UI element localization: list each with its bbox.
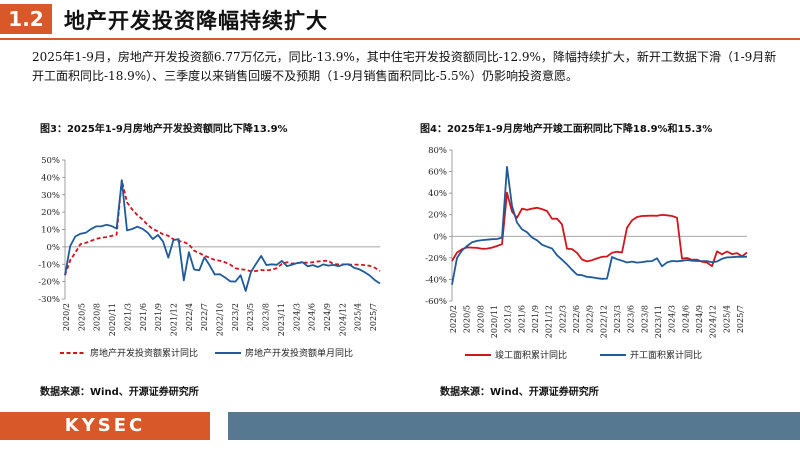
y-tick-label: -30% [38, 295, 60, 305]
x-tick-label: 2025/4 [722, 305, 731, 333]
y-tick-label: 20% [428, 211, 447, 221]
x-tick-label: 2023/8 [640, 305, 649, 333]
y-tick-label: 0% [434, 232, 448, 242]
y-tick-label: 80% [428, 146, 447, 156]
x-tick-label: 2023/3 [613, 305, 622, 333]
x-tick-label: 2023/11 [277, 303, 286, 336]
x-tick-label: 2024/3 [668, 305, 677, 333]
y-tick-label: 40% [41, 173, 60, 183]
y-tick-label: -40% [425, 275, 447, 285]
x-tick-label: 2021/9 [531, 305, 540, 333]
x-tick-label: 2025/7 [736, 305, 745, 333]
x-tick-label: 2022/4 [185, 303, 194, 331]
x-tick-label: 2024/9 [695, 305, 704, 333]
footer-blue-bar [228, 412, 800, 440]
chart-1-investment: 50% 40% 30% 20% 10% 0% -10% -20% -30%2020/2 2020/… [38, 156, 381, 359]
x-tick-label: 2024/12 [709, 305, 718, 338]
footer-brand-bar [0, 412, 210, 440]
y-tick-label: -60% [425, 297, 447, 307]
x-tick-label: 2020/5 [77, 303, 86, 331]
chart-1-title: 图3：2025年1-9月房地产开发投资额同比下降13.9% [40, 124, 288, 135]
x-tick-label: 2023/5 [246, 303, 255, 331]
section-header: 1.2 地产开发投资降幅持续扩大 [0, 0, 800, 40]
series-line-1 [64, 179, 381, 276]
x-tick-label: 2021/6 [139, 303, 148, 331]
section-number-badge: 1.2 [0, 4, 52, 34]
x-tick-label: 2021/12 [545, 305, 554, 338]
x-tick-label: 2023/8 [262, 303, 271, 331]
x-tick-label: 2020/8 [476, 305, 485, 333]
x-tick-label: 2022/9 [586, 305, 595, 333]
x-tick-label: 2020/11 [108, 303, 117, 336]
y-tick-label: -20% [38, 278, 60, 288]
x-tick-label: 2022/7 [200, 303, 209, 331]
x-tick-label: 2024/6 [681, 305, 690, 333]
x-tick-label: 2021/3 [504, 305, 513, 333]
x-tick-label: 2023/6 [627, 305, 636, 333]
y-tick-label: -20% [425, 254, 447, 264]
x-tick-label: 2024/9 [323, 303, 332, 331]
x-tick-label: 2024/6 [308, 303, 317, 331]
legend-label-1: 房地产开发投资额累计同比 [90, 347, 198, 359]
chart-2-source: 数据来源：Wind、开源证券研究所 [440, 387, 599, 398]
series-line-2 [451, 165, 748, 285]
y-tick-label: 60% [428, 168, 447, 178]
series-line-1 [451, 191, 748, 268]
section-title: 地产开发投资降幅持续扩大 [64, 9, 328, 33]
header-divider [0, 38, 800, 40]
chart-1-source: 数据来源：Wind、开源证券研究所 [40, 387, 199, 398]
x-tick-label: 2024/3 [292, 303, 301, 331]
y-tick-label: 30% [41, 191, 60, 201]
x-tick-label: 2023/11 [654, 305, 663, 338]
x-tick-label: 2021/9 [154, 303, 163, 331]
y-tick-label: 10% [41, 226, 60, 236]
x-tick-label: 2022/10 [216, 303, 225, 336]
legend-label-1: 竣工面积累计同比 [495, 349, 567, 361]
x-tick-label: 2022/3 [558, 305, 567, 333]
x-tick-label: 2020/2 [62, 303, 71, 331]
y-tick-label: 0% [47, 243, 61, 253]
x-tick-label: 2020/5 [463, 305, 472, 333]
x-tick-label: 2024/12 [338, 303, 347, 336]
y-tick-label: 20% [41, 208, 60, 218]
y-tick-label: 50% [41, 156, 60, 166]
x-tick-label: 2021/6 [517, 305, 526, 333]
y-tick-label: -10% [38, 260, 60, 270]
x-tick-label: 2022/6 [572, 305, 581, 333]
x-tick-label: 2021/3 [123, 303, 132, 331]
kysec-logo: KYSEC [64, 415, 146, 436]
chart-2-construction-area: 80% 60% 40% 20% 0% -20% -40% -60%2020/2 2020/5 20… [425, 146, 748, 361]
x-tick-label: 2022/12 [599, 305, 608, 338]
legend-label-2: 房地产开发投资额单月同比 [245, 347, 353, 359]
y-tick-label: 40% [428, 189, 447, 199]
x-tick-label: 2023/2 [231, 303, 240, 331]
x-tick-label: 2020/8 [93, 303, 102, 331]
x-tick-label: 2020/2 [449, 305, 458, 333]
x-tick-label: 2025/7 [369, 303, 378, 331]
chart-2-title: 图4：2025年1-9月房地产开竣工面积同比下降18.9%和15.3% [420, 124, 713, 135]
intro-paragraph: 2025年1-9月，房地产开发投资额6.77万亿元，同比-13.9%，其中住宅开… [32, 50, 777, 83]
x-tick-label: 2025/4 [354, 303, 363, 331]
x-tick-label: 2020/11 [490, 305, 499, 338]
legend-label-2: 开工面积累计同比 [630, 349, 702, 361]
series-line-2 [64, 179, 381, 292]
x-tick-label: 2021/12 [169, 303, 178, 336]
